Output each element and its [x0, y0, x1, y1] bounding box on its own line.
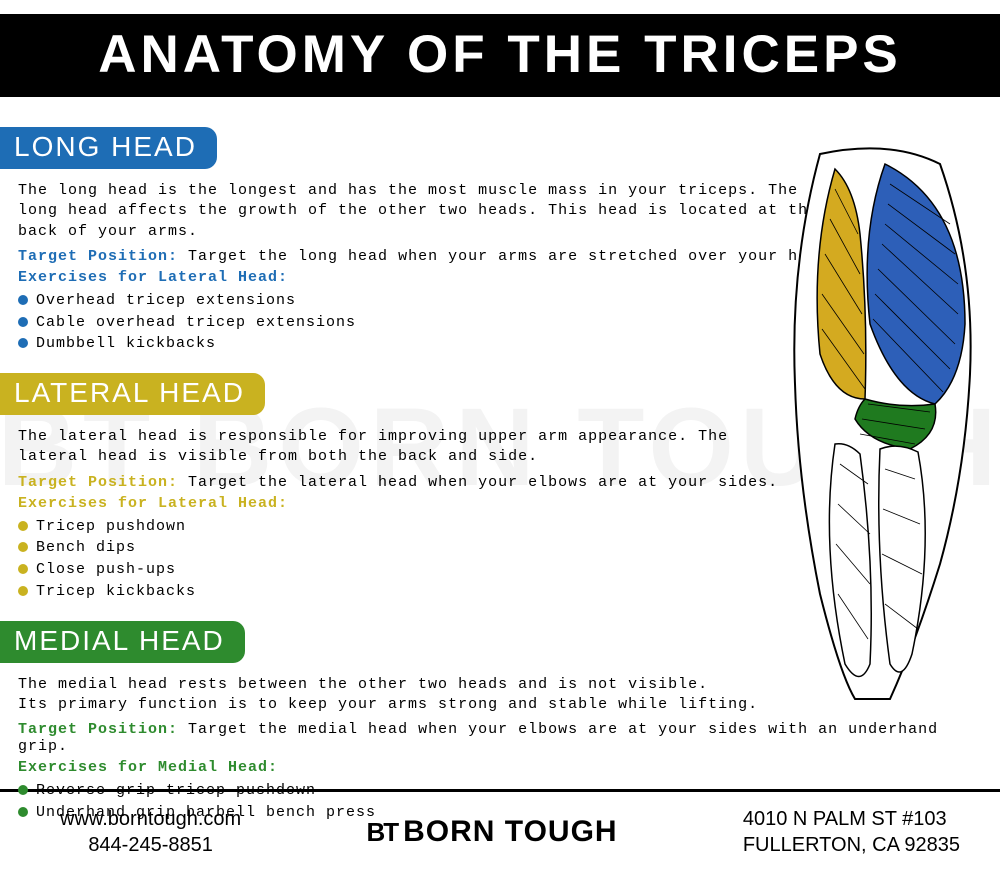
heading-long-head: LONG HEAD — [0, 127, 217, 169]
heading-medial-head: MEDIAL HEAD — [0, 621, 245, 663]
exercises-heading-medial: Exercises for Medial Head: — [18, 759, 980, 776]
list-item: Underhand grip barbell bench press — [18, 802, 980, 824]
desc-medial-head: The medial head rests between the other … — [18, 675, 838, 716]
exercises-list-medial: Reverse grip tricep pushdown Underhand g… — [18, 780, 980, 824]
target-label-long: Target Position: — [18, 248, 178, 265]
target-medial-head: Target Position: Target the medial head … — [18, 721, 978, 755]
footer-phone: 844-245-8851 — [60, 832, 241, 858]
heading-lateral-head: LATERAL HEAD — [0, 373, 265, 415]
target-text-lateral: Target the lateral head when your elbows… — [178, 474, 778, 491]
target-label-medial: Target Position: — [18, 721, 178, 738]
list-item: Reverse grip tricep pushdown — [18, 780, 980, 802]
desc-lateral-head: The lateral head is responsible for impr… — [18, 427, 738, 468]
footer-address-line2: FULLERTON, CA 92835 — [743, 832, 960, 858]
triceps-diagram — [740, 144, 1000, 704]
page-title-bar: ANATOMY OF THE TRICEPS — [0, 14, 1000, 97]
target-label-lateral: Target Position: — [18, 474, 178, 491]
page-title: ANATOMY OF THE TRICEPS — [98, 25, 902, 84]
desc-long-head: The long head is the longest and has the… — [18, 181, 838, 242]
